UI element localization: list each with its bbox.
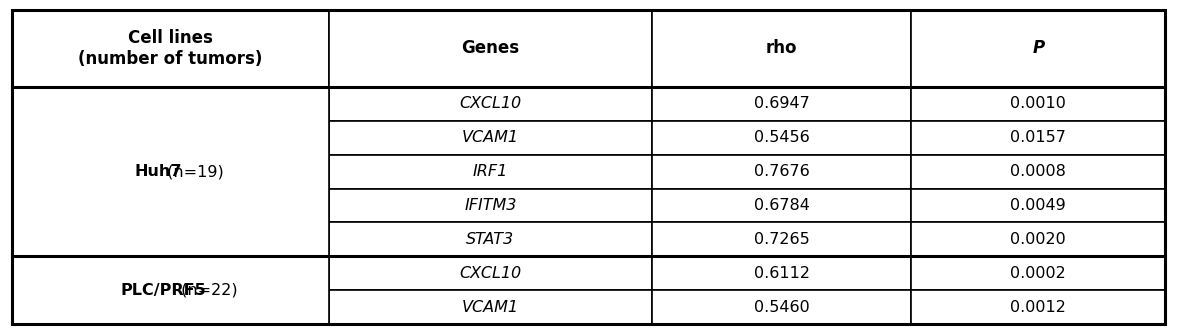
Text: 0.7265: 0.7265 — [753, 232, 810, 247]
Bar — [652, 155, 911, 188]
Text: 0.0002: 0.0002 — [1011, 266, 1066, 281]
Bar — [652, 121, 911, 155]
Bar — [330, 222, 652, 256]
Bar — [652, 188, 911, 222]
Text: 0.0008: 0.0008 — [1010, 164, 1066, 179]
Bar — [652, 256, 911, 290]
Text: 0.6784: 0.6784 — [753, 198, 810, 213]
Text: IFITM3: IFITM3 — [464, 198, 517, 213]
Bar — [330, 121, 652, 155]
Text: 0.7676: 0.7676 — [753, 164, 810, 179]
Text: 0.5456: 0.5456 — [753, 130, 810, 145]
Text: Huh7: Huh7 — [134, 164, 182, 179]
Bar — [911, 256, 1165, 290]
Bar — [911, 290, 1165, 324]
Bar — [330, 256, 652, 290]
Text: CXCL10: CXCL10 — [459, 97, 521, 111]
Text: 0.0010: 0.0010 — [1010, 97, 1066, 111]
Text: 0.0012: 0.0012 — [1010, 300, 1066, 315]
Text: PLC/PRF5: PLC/PRF5 — [120, 283, 206, 298]
Text: STAT3: STAT3 — [466, 232, 514, 247]
Bar — [652, 10, 911, 87]
Bar — [12, 256, 328, 324]
Bar — [911, 87, 1165, 121]
Text: 0.0049: 0.0049 — [1011, 198, 1066, 213]
Text: P: P — [1032, 39, 1044, 57]
Text: 0.6947: 0.6947 — [753, 97, 810, 111]
Text: 0.6112: 0.6112 — [753, 266, 810, 281]
Bar — [911, 155, 1165, 188]
Text: VCAM1: VCAM1 — [461, 130, 519, 145]
Bar — [330, 155, 652, 188]
Text: 0.0157: 0.0157 — [1010, 130, 1066, 145]
Text: Cell lines
(number of tumors): Cell lines (number of tumors) — [78, 29, 262, 68]
Bar — [911, 188, 1165, 222]
Text: Genes: Genes — [461, 39, 519, 57]
Bar — [911, 222, 1165, 256]
Text: IRF1: IRF1 — [473, 164, 508, 179]
Bar — [330, 10, 652, 87]
Bar — [330, 188, 652, 222]
Bar — [330, 87, 652, 121]
Text: 0.0020: 0.0020 — [1011, 232, 1066, 247]
Bar — [652, 87, 911, 121]
Bar — [12, 10, 328, 87]
Text: (n=22): (n=22) — [175, 283, 238, 298]
Bar — [330, 290, 652, 324]
Text: CXCL10: CXCL10 — [459, 266, 521, 281]
Text: (n=19): (n=19) — [162, 164, 224, 179]
Bar — [12, 87, 328, 256]
Bar — [911, 10, 1165, 87]
Text: 0.5460: 0.5460 — [753, 300, 810, 315]
Bar — [652, 222, 911, 256]
Bar — [652, 290, 911, 324]
Text: VCAM1: VCAM1 — [461, 300, 519, 315]
Text: rho: rho — [766, 39, 798, 57]
Bar — [911, 121, 1165, 155]
